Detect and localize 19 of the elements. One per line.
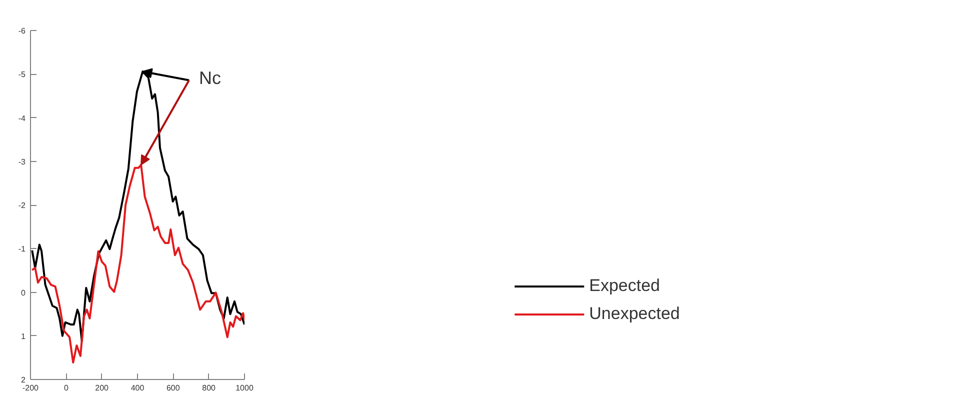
x-tick-label: 200	[95, 384, 110, 392]
x-tick-label: 800	[202, 384, 216, 392]
y-tick-label: -6	[18, 26, 26, 36]
legend-label: Unexpected	[589, 304, 680, 324]
y-tick-label: 1	[21, 332, 26, 341]
y-tick-label: -1	[18, 244, 26, 254]
x-tick-label: 600	[166, 384, 180, 392]
x-tick-label: 0	[64, 384, 69, 392]
y-tick-label: 0	[21, 288, 26, 298]
y-tick-label: -2	[18, 201, 26, 210]
legend-label: Expected	[589, 276, 660, 296]
y-tick-label: 2	[21, 376, 26, 384]
y-tick-label: -5	[18, 70, 26, 80]
annotation: Nc	[199, 68, 222, 88]
y-tick-label: -3	[18, 157, 26, 166]
x-tick-label: 400	[130, 384, 145, 392]
y-tick-label: -4	[18, 114, 26, 123]
x-tick-label: -200	[22, 384, 40, 392]
x-tick-label: 1000	[236, 384, 254, 392]
